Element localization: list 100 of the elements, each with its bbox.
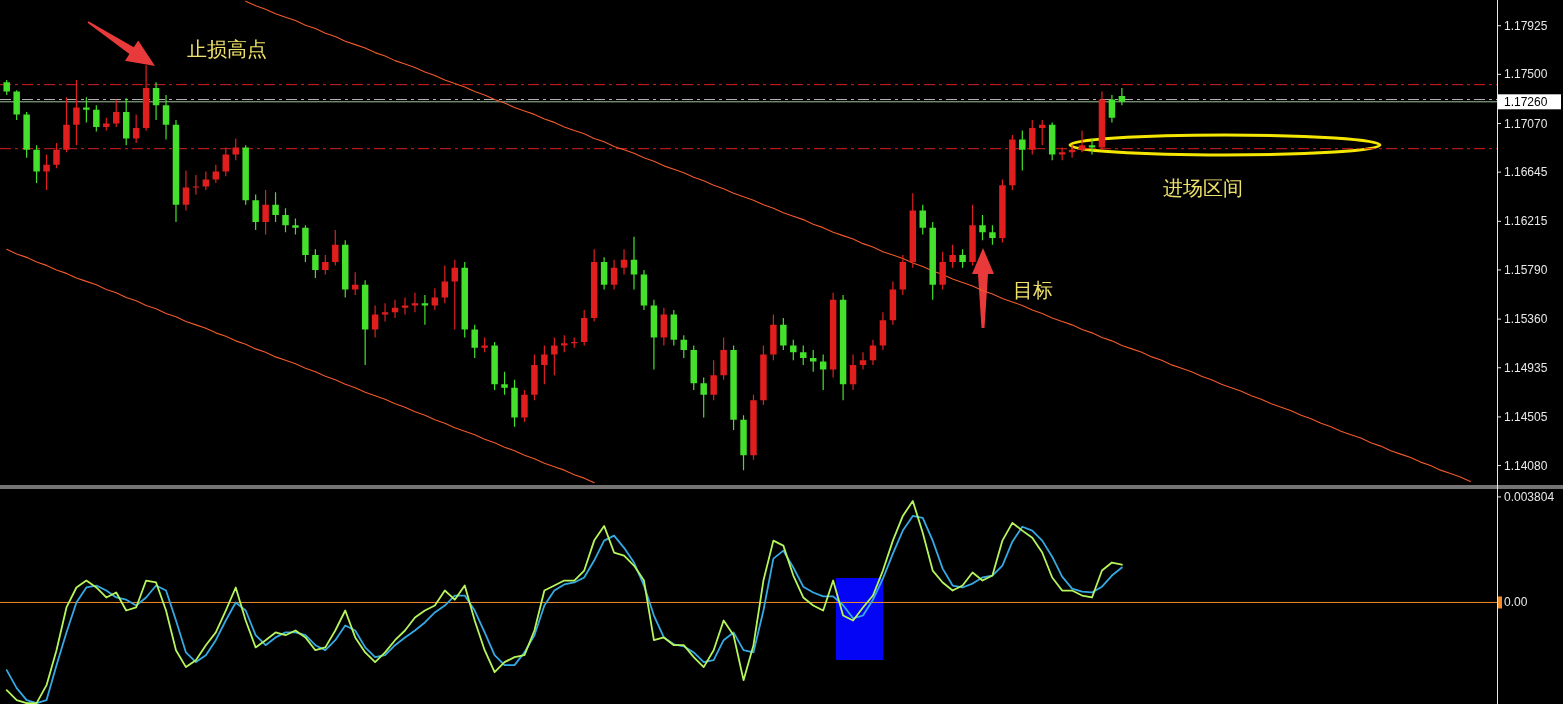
candlestick [1019, 130, 1026, 171]
y-tick-label: 1.17925 [1504, 18, 1548, 33]
candlestick [929, 221, 936, 300]
candlestick [630, 236, 638, 290]
candlestick [152, 82, 160, 121]
candlestick [670, 309, 678, 346]
candlestick [103, 117, 110, 131]
candlestick [600, 257, 608, 290]
candlestick [501, 371, 508, 395]
candlestick [272, 192, 279, 222]
candlestick [839, 295, 847, 401]
candlestick [531, 354, 538, 401]
candlestick [332, 229, 339, 266]
candlestick [700, 377, 707, 418]
line-series [245, 0, 1471, 483]
candlestick [869, 339, 877, 365]
candlestick [969, 204, 976, 266]
y-tick-label: 1.16215 [1504, 214, 1548, 229]
candlestick [431, 288, 439, 310]
candlestick [730, 345, 737, 431]
candlestick [859, 352, 867, 370]
candlestick [122, 98, 130, 146]
y-tick-label: 1.14935 [1504, 360, 1548, 375]
candlestick [959, 249, 966, 268]
candlestick [23, 112, 30, 158]
candlestick [1088, 138, 1096, 155]
candlestick [93, 105, 100, 132]
annotation: 目标 [1013, 278, 1053, 302]
candlestick [760, 345, 767, 405]
candlestick [770, 314, 777, 361]
y-tick-label: 1.14505 [1504, 409, 1548, 424]
candlestick [411, 292, 419, 313]
candlestick [829, 292, 837, 378]
candlestick [1118, 88, 1126, 106]
candlestick [192, 175, 200, 195]
candlestick [361, 280, 369, 365]
candlestick [899, 255, 907, 296]
candlestick [33, 145, 40, 184]
candlestick [461, 261, 468, 338]
candlestick [889, 281, 897, 325]
candlestick [182, 170, 190, 211]
candlestick [790, 339, 797, 361]
candlestick [949, 244, 956, 268]
candlestick [521, 390, 528, 423]
candlestick [750, 394, 757, 460]
y-tick-label: 1.16645 [1504, 165, 1548, 180]
candlestick [939, 251, 946, 290]
candlestick [640, 269, 648, 310]
candlestick [1048, 122, 1056, 161]
candlestick [1108, 94, 1116, 123]
candlestick [312, 249, 319, 278]
candlestick [401, 297, 409, 315]
candlestick [780, 318, 787, 351]
candlestick [491, 342, 498, 391]
candlestick [242, 145, 249, 205]
candlestick [162, 94, 170, 140]
candlestick [800, 345, 807, 365]
y-tick-label: 1.15360 [1504, 312, 1548, 327]
y-tick-label: 1.17070 [1504, 116, 1548, 131]
candlestick [391, 299, 399, 318]
annotation: 进场区间 [1163, 176, 1243, 200]
candlestick [381, 303, 389, 322]
candlestick [551, 337, 558, 376]
candlestick [282, 208, 289, 233]
ref-line-label: 1.17260 [1504, 94, 1548, 109]
candlestick [13, 90, 20, 121]
candlestick [620, 249, 628, 275]
candlestick [740, 415, 747, 471]
y-tick-label: 1.14080 [1504, 458, 1548, 473]
candlestick [302, 225, 309, 262]
candlestick [441, 265, 449, 304]
candlestick [212, 164, 220, 184]
candlestick [252, 194, 259, 230]
candlestick [989, 225, 996, 245]
y-tick-label: 1.15790 [1504, 262, 1548, 277]
candlestick [322, 255, 329, 275]
candlestick [849, 354, 857, 391]
candlestick [421, 295, 429, 325]
y-tick-label: 0.003804 [1504, 489, 1555, 504]
candlestick [879, 312, 887, 351]
candlestick [43, 154, 50, 190]
annotation: 止损高点 [187, 37, 267, 61]
candlestick [690, 345, 697, 391]
candlestick [919, 204, 926, 235]
candlestick [3, 80, 10, 95]
candlestick [999, 179, 1006, 243]
candlestick [909, 193, 917, 268]
candlestick [650, 299, 658, 370]
candlestick [342, 240, 349, 298]
candlestick [262, 189, 269, 235]
candlestick [113, 99, 120, 127]
candlestick [541, 345, 548, 385]
candlestick [471, 324, 478, 359]
candlestick [172, 120, 180, 222]
line-series [6, 248, 595, 484]
y-tick-label: 1.17500 [1504, 67, 1548, 82]
candlestick [710, 360, 717, 401]
candlestick [580, 309, 588, 346]
candlestick [610, 259, 618, 290]
candlestick [292, 218, 299, 235]
